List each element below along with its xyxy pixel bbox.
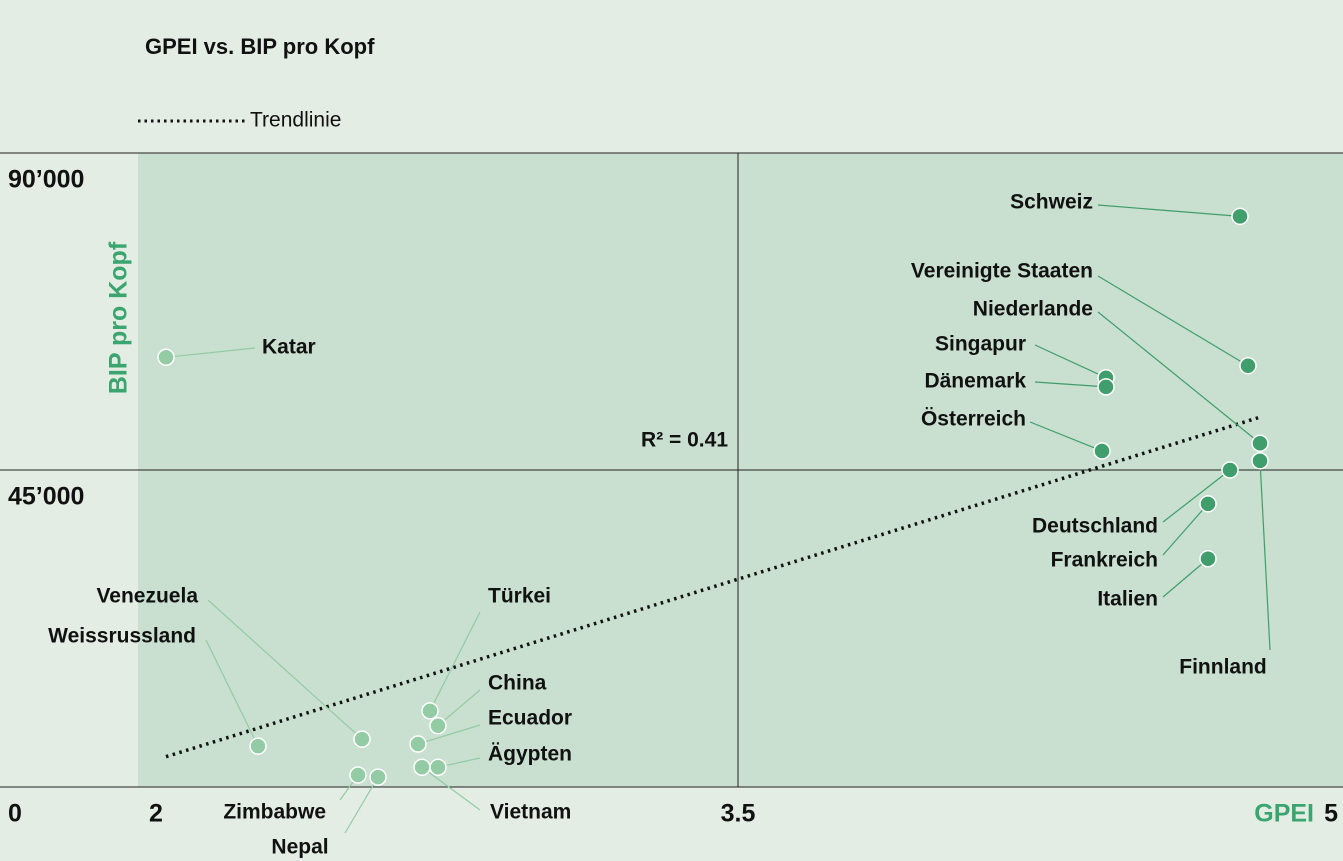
leader-line [437,689,481,727]
point-label: Vereinigte Staaten [911,260,1093,283]
leader-line [1097,275,1249,367]
point [1097,378,1115,396]
point-label: Ecuador [488,707,572,730]
point [1251,434,1269,452]
point [1199,550,1217,568]
point [1251,452,1269,470]
point [1231,207,1249,226]
point [349,766,367,784]
trendline [165,415,1261,759]
x-tick-label: 5 [1324,800,1338,828]
y-tick-label: 0 [8,800,22,828]
point [1199,495,1217,513]
point [429,716,447,735]
leader-line [1259,460,1271,651]
leader-line [421,766,481,811]
leader-line [207,599,363,740]
leader-line [165,347,256,358]
point [409,735,427,753]
point-label: Zimbabwe [223,801,326,824]
leader-line [1097,204,1241,217]
leader-line [205,639,259,747]
leader-line [1162,558,1209,598]
point-label: Italien [1097,588,1158,611]
point-label: Türkei [488,585,551,608]
point-label: Frankreich [1051,549,1158,572]
point-label: Katar [262,336,316,359]
leader-line [1162,469,1231,523]
leader-line [1034,344,1107,379]
y-tick-label: 45’000 [8,483,84,511]
point [369,768,387,786]
point [1221,461,1239,479]
point [1093,442,1111,460]
leader-line [429,611,481,712]
point-label: Ägypten [488,743,572,766]
point-label: Dänemark [924,370,1026,393]
y-axis-label: BIP pro Kopf [105,241,133,394]
point [249,737,267,755]
annotation: R² = 0.41 [641,429,728,452]
x-axis-label: GPEI [1254,800,1314,828]
point [429,758,447,777]
leader-line [1034,381,1107,388]
point-label: China [488,672,547,695]
point-label: Niederlande [973,298,1093,321]
point-label: Nepal [271,836,328,859]
point [421,702,439,720]
x-tick-label: 3.5 [721,800,756,828]
point-label: Weissrussland [48,625,196,648]
point-label: Singapur [935,333,1026,356]
point-label: Vietnam [490,801,571,824]
point [1239,356,1257,375]
point [413,758,431,777]
leader-line [1097,311,1261,444]
leader-line [1162,503,1209,556]
point-label: Deutschland [1032,515,1158,538]
chart-title: GPEI vs. BIP pro Kopf [145,34,375,59]
legend-label: Trendlinie [250,109,341,132]
point [353,730,371,748]
y-tick-label: 90’000 [8,166,84,194]
point-label: Österreich [921,408,1026,431]
point [157,348,175,367]
leader-line [344,776,379,834]
x-tick-label: 2 [149,800,163,828]
leader-line [1029,421,1103,452]
point-label: Venezuela [96,585,198,608]
leader-line [417,724,481,745]
point-label: Finnland [1179,656,1267,679]
point-label: Schweiz [1010,191,1093,214]
